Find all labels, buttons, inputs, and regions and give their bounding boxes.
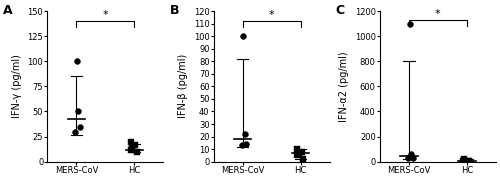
Text: *: * [269, 10, 274, 20]
Point [126, 148, 134, 151]
Point [74, 60, 82, 63]
Text: *: * [102, 10, 108, 20]
Point [464, 159, 472, 162]
Point [240, 35, 248, 38]
Point [407, 153, 415, 156]
Point [72, 130, 80, 133]
Text: A: A [4, 4, 13, 16]
Point [408, 156, 416, 159]
Point [298, 150, 306, 153]
Text: *: * [435, 9, 440, 19]
Point [460, 157, 468, 160]
Point [240, 133, 248, 136]
Y-axis label: IFN-γ (pg/ml): IFN-γ (pg/ml) [12, 54, 22, 118]
Point [459, 160, 467, 163]
Point [238, 144, 246, 147]
Point [242, 143, 250, 146]
Point [406, 22, 413, 25]
Point [128, 145, 136, 148]
Point [76, 125, 84, 128]
Point [133, 150, 141, 153]
Point [466, 160, 473, 163]
Text: C: C [336, 4, 345, 16]
Text: B: B [170, 4, 179, 16]
Y-axis label: IFN-β (pg/ml): IFN-β (pg/ml) [178, 54, 188, 118]
Point [460, 160, 468, 163]
Point [132, 143, 140, 146]
Y-axis label: IFN-α2 (pg/ml): IFN-α2 (pg/ml) [339, 51, 349, 122]
Point [127, 140, 135, 143]
Point [294, 148, 302, 151]
Point [74, 110, 82, 113]
Point [294, 151, 302, 154]
Point [300, 158, 308, 161]
Point [293, 154, 301, 157]
Point [404, 157, 412, 160]
